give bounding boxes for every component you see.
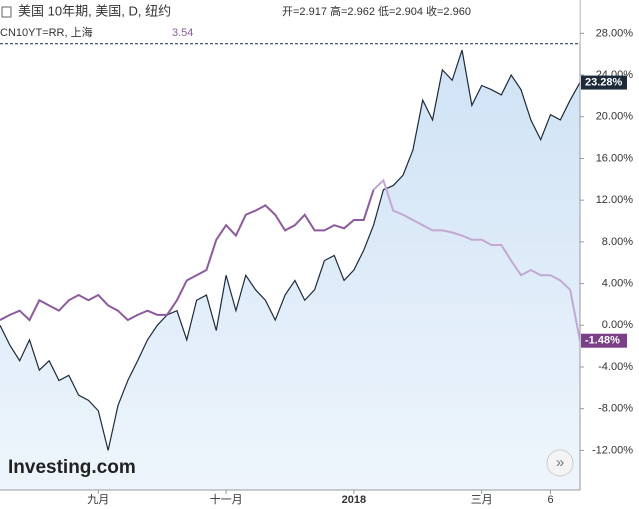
line (0, 189, 375, 322)
legend-value: 3.54 (172, 27, 193, 39)
scroll-button[interactable] (546, 449, 574, 477)
ohlc-value: 开=2.917 (282, 6, 327, 18)
y-tick-label: 4.00% (602, 277, 633, 289)
icon (1, 6, 12, 18)
scroll-button-label: » (556, 454, 564, 471)
ohlc-value: 低=2.904 (378, 5, 423, 18)
y-tick-label: 16.00% (596, 152, 634, 164)
x-tick-label: 三月 (471, 494, 493, 506)
x-tick-label: 6 (547, 494, 553, 506)
x-tick-label: 九月 (87, 493, 109, 506)
watermark: Investing.com (8, 457, 136, 478)
legend-name: CN10YT=RR, 上海 (0, 25, 93, 39)
ohlc-value: 收=2.960 (426, 4, 471, 18)
header-title: 美国 10年期, 美国, D, 纽约 (18, 3, 171, 18)
price-badge-label: 23.28% (585, 76, 623, 88)
ohlc-value: 高=2.962 (330, 4, 375, 18)
y-tick-label: 12.00% (596, 194, 634, 206)
y-tick-label: -4.00% (598, 361, 633, 373)
header-bg (0, 0, 580, 42)
y-tick-label: 20.00% (596, 111, 634, 123)
line (0, 49, 581, 451)
y-tick-label: -8.00% (598, 403, 633, 415)
y-tick-label: 8.00% (602, 236, 633, 248)
y-tick-label: 28.00% (596, 27, 634, 39)
y-tick-label: 0.00% (602, 319, 633, 331)
x-tick-label: 2018 (342, 494, 366, 506)
price-badge-label: -1.48% (585, 335, 620, 347)
area (0, 50, 580, 491)
line (372, 178, 581, 341)
y-tick-label: -12.00% (592, 444, 633, 456)
price-badge (581, 75, 627, 90)
x-tick-label: 十一月 (210, 492, 243, 506)
price-badge (581, 333, 627, 348)
